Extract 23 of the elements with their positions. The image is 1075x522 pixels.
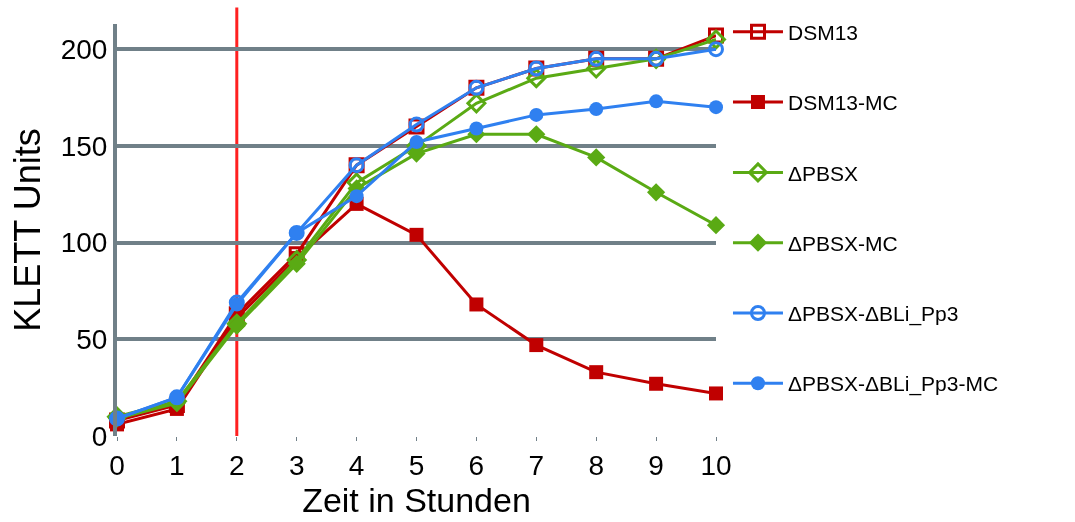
y-tick-label: 0 [91,420,108,452]
y-axis-title: KLETT Units [7,128,49,332]
x-tick-label: 6 [468,449,485,481]
y-tick-label: 200 [60,33,108,65]
y-tick-label: 100 [60,227,108,259]
legend-label: ΔPBSX-ΔBLi_Pp3 [787,302,959,327]
x-tick-label: 3 [288,449,305,481]
x-tick-label: 7 [528,449,545,481]
legend-label: ΔPBSX-MC [787,231,898,255]
x-tick-label: 1 [169,449,185,481]
x-tick-label: 9 [648,449,664,481]
legend-label: ΔPBSX [787,161,859,185]
x-tick-label: 5 [408,449,425,481]
legend-label: DSM13-MC [787,91,898,115]
x-tick-label: 4 [348,449,365,481]
legend-label: ΔPBSX-ΔBLi_Pp3-MC [787,372,999,397]
legend-label: DSM13 [787,20,859,44]
x-tick-label: 10 [700,449,732,481]
y-tick-label: 50 [76,324,108,356]
y-tick-label: 150 [60,130,108,162]
x-axis-title: Zeit in Stunden [302,480,531,519]
x-tick-label: 2 [229,449,245,481]
x-tick-label: 8 [588,449,604,481]
